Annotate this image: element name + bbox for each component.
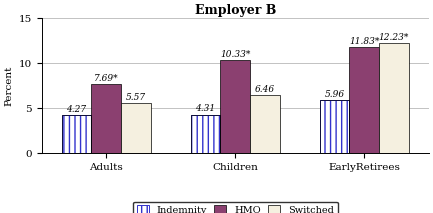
- Bar: [379, 43, 409, 153]
- Bar: [349, 47, 379, 153]
- Bar: [320, 100, 349, 153]
- Y-axis label: Percent: Percent: [4, 66, 13, 106]
- Text: 10.33*: 10.33*: [220, 50, 250, 59]
- Bar: [250, 95, 280, 153]
- Text: 11.83*: 11.83*: [349, 37, 379, 46]
- Bar: [91, 84, 121, 153]
- Bar: [61, 115, 91, 153]
- Bar: [61, 115, 91, 153]
- Text: 4.31: 4.31: [196, 105, 216, 114]
- Text: 7.69*: 7.69*: [94, 74, 119, 83]
- Bar: [191, 115, 220, 153]
- Bar: [191, 115, 220, 153]
- Title: Employer B: Employer B: [194, 4, 276, 17]
- Text: 4.27: 4.27: [67, 105, 87, 114]
- Text: 6.46: 6.46: [255, 85, 275, 94]
- Text: 5.57: 5.57: [126, 93, 146, 102]
- Text: 12.23*: 12.23*: [379, 33, 409, 42]
- Bar: [121, 103, 151, 153]
- Bar: [220, 60, 250, 153]
- Bar: [320, 100, 349, 153]
- Text: 5.96: 5.96: [325, 90, 345, 99]
- Legend: Indemnity, HMO, Switched: Indemnity, HMO, Switched: [133, 201, 338, 213]
